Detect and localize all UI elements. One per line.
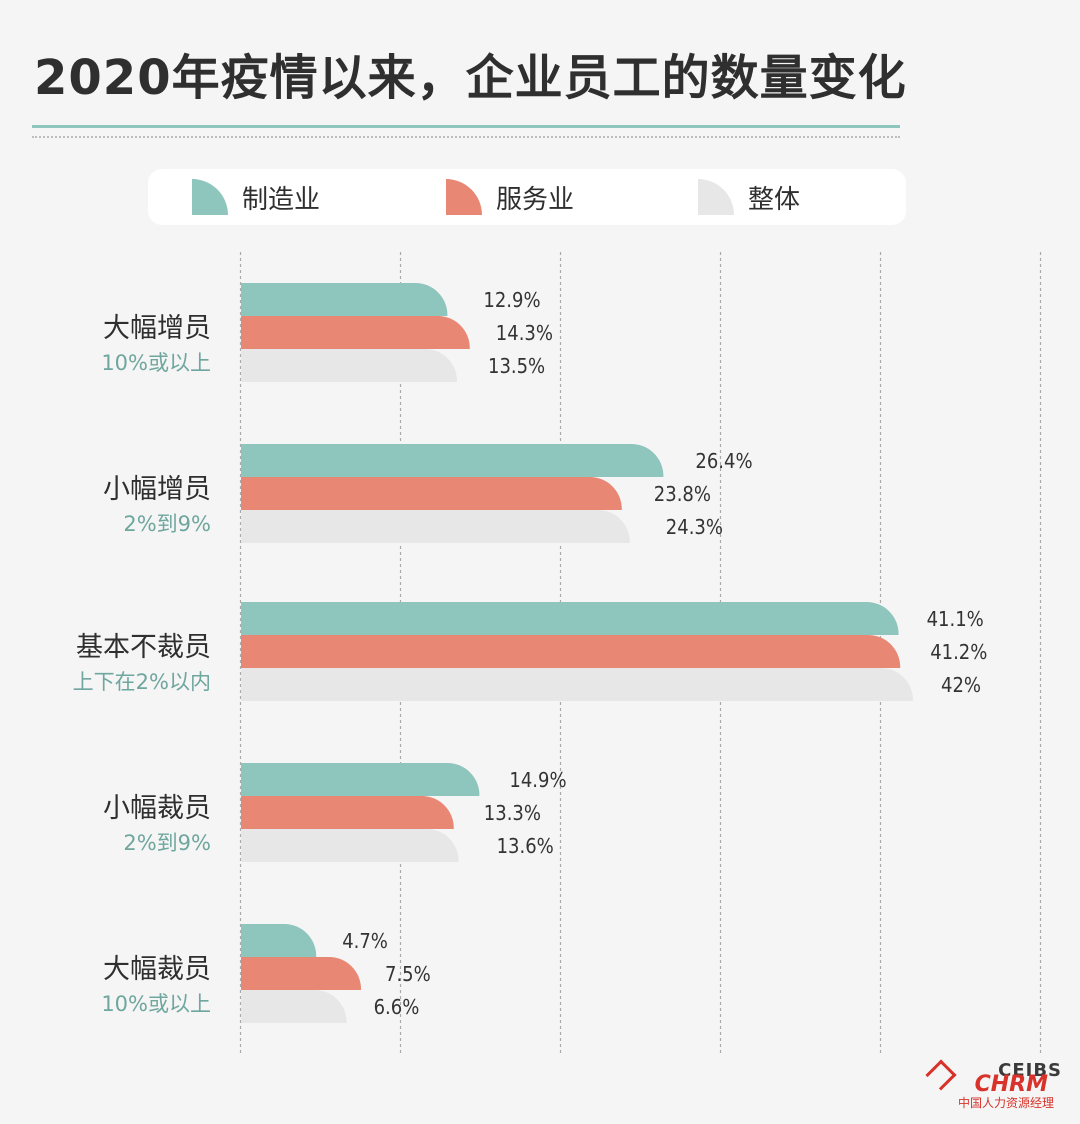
data-label: 13.6% [497, 834, 554, 858]
legend: 制造业 服务业 整体 [148, 169, 906, 225]
bar [241, 829, 459, 862]
legend-item-overall: 整体 [698, 179, 800, 215]
bar [241, 635, 901, 668]
data-label: 13.3% [484, 801, 541, 825]
bar [241, 957, 361, 990]
house-logo-icon [925, 1059, 957, 1091]
chart-title: 2020年疫情以来，企业员工的数量变化 [34, 50, 907, 106]
title-underline [32, 125, 900, 128]
bar [241, 510, 630, 543]
category-label: 大幅裁员 [103, 954, 211, 985]
data-label: 6.6% [374, 995, 420, 1019]
category-label: 基本不裁员 [76, 632, 211, 663]
data-label: 7.5% [385, 962, 431, 986]
category-note: 10%或以上 [101, 351, 211, 375]
bar [241, 602, 899, 635]
data-label: 13.5% [488, 354, 545, 378]
legend-item-manufacturing: 制造业 [192, 179, 320, 215]
data-label: 23.8% [654, 482, 711, 506]
data-label: 41.1% [927, 607, 984, 631]
data-label: 26.4% [695, 449, 752, 473]
legend-label-overall: 整体 [748, 184, 801, 215]
title-dotted-divider [32, 136, 900, 138]
data-label: 42% [941, 673, 981, 697]
ceibs-chrm-watermark: CEIBS CHRM 中国人力资源经理 [925, 1058, 1062, 1110]
category-note: 10%或以上 [101, 992, 211, 1016]
category-note: 上下在2%以内 [73, 670, 211, 694]
bar [241, 316, 470, 349]
data-label: 41.2% [930, 640, 987, 664]
category-label: 小幅裁员 [103, 793, 211, 824]
watermark-brand: CEIBS [998, 1060, 1062, 1081]
legend-label-services: 服务业 [496, 184, 575, 215]
data-label: 24.3% [666, 515, 723, 539]
legend-item-services: 服务业 [446, 179, 574, 215]
data-label: 14.9% [509, 768, 566, 792]
category-note: 2%到9% [123, 831, 211, 855]
bar [241, 444, 664, 477]
bar [241, 283, 448, 316]
bar [241, 990, 347, 1023]
bar [241, 349, 457, 382]
data-label: 4.7% [342, 929, 388, 953]
data-label: 14.3% [496, 321, 553, 345]
data-label: 12.9% [483, 288, 540, 312]
legend-label-manufacturing: 制造业 [242, 184, 321, 215]
bar [241, 796, 454, 829]
category-label: 小幅增员 [103, 474, 211, 505]
bar [241, 763, 480, 796]
category-note: 2%到9% [123, 512, 211, 536]
bar [241, 924, 317, 957]
category-label: 大幅增员 [103, 313, 211, 344]
watermark-mark: CHRM [974, 1072, 1048, 1097]
bar [241, 477, 622, 510]
bar [241, 668, 913, 701]
watermark-tagline: 中国人力资源经理 [957, 1096, 1054, 1110]
